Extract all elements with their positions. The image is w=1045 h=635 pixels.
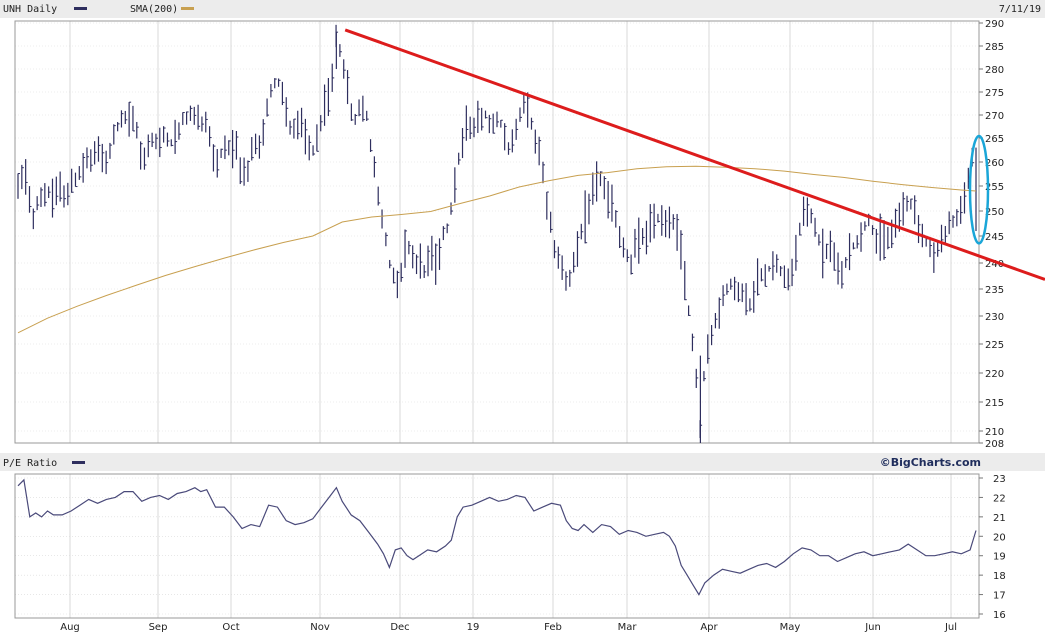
price-tick-label: 230	[985, 312, 1004, 323]
price-header-bar	[0, 0, 1045, 18]
price-tick-label: 208	[985, 439, 1004, 450]
price-tick-label: 280	[985, 65, 1004, 76]
x-axis: Aug Sep Oct Nov Dec 19 Feb Mar Apr May Jun Jul	[60, 622, 957, 633]
price-tick-label: 275	[985, 88, 1004, 99]
pe-tick-label: 18	[993, 571, 1006, 582]
pe-label: P/E Ratio	[3, 458, 57, 469]
pe-swatch	[72, 461, 85, 464]
pe-tick-label: 17	[993, 591, 1006, 602]
price-tick-label: 250	[985, 207, 1004, 218]
price-bars	[17, 24, 977, 443]
brand-label: ©BigCharts.com	[880, 456, 981, 469]
trendline	[344, 28, 1045, 281]
pe-tick-label: 23	[993, 474, 1006, 485]
pe-tick-label: 19	[993, 552, 1006, 563]
pe-tick-label: 16	[993, 610, 1006, 621]
price-panel-border	[14, 20, 980, 444]
price-tick-label: 215	[985, 398, 1004, 409]
price-grid	[15, 21, 979, 443]
ticker-label: UNH Daily	[3, 4, 57, 15]
pe-grid	[15, 474, 979, 618]
month-label: Apr	[700, 622, 718, 633]
month-label: Mar	[618, 622, 638, 633]
price-tick-label: 235	[985, 285, 1004, 296]
price-tick-label: 260	[985, 158, 1004, 169]
highlight-ellipse	[968, 134, 990, 245]
month-label: Aug	[60, 622, 80, 633]
pe-panel-border	[14, 473, 980, 619]
price-tick-label: 290	[985, 19, 1004, 30]
price-tick-label: 255	[985, 182, 1004, 193]
price-tick-label: 220	[985, 369, 1004, 380]
price-tick-label: 210	[985, 427, 1004, 438]
month-label: Jul	[944, 622, 957, 633]
price-tick-label: 225	[985, 340, 1004, 351]
sma-label: SMA(200)	[130, 4, 178, 15]
pe-tick-label: 20	[993, 532, 1006, 543]
sma-swatch	[181, 7, 194, 10]
price-tick-label: 265	[985, 134, 1004, 145]
pe-tick-label: 21	[993, 513, 1006, 524]
pe-axis: 23 22 21 20 19 18 17 16	[979, 474, 1006, 621]
month-label: Sep	[149, 622, 168, 633]
pe-ratio-line	[17, 478, 977, 596]
month-label: May	[780, 622, 801, 633]
price-tick-label: 240	[985, 259, 1004, 270]
pe-tick-label: 22	[993, 493, 1006, 504]
price-tick-label: 285	[985, 42, 1004, 53]
month-label: Nov	[310, 622, 330, 633]
month-label: Feb	[544, 622, 562, 633]
month-label: Oct	[222, 622, 239, 633]
sma-200-line	[17, 165, 977, 334]
ticker-swatch	[74, 7, 87, 10]
price-tick-label: 270	[985, 111, 1004, 122]
date-label: 7/11/19	[999, 4, 1041, 15]
month-label: Jun	[864, 622, 881, 633]
pe-header-bar	[0, 453, 1045, 471]
month-label: Dec	[390, 622, 409, 633]
month-label: 19	[467, 622, 480, 633]
price-tick-label: 245	[985, 232, 1004, 243]
price-axis: 290 285 280 275 270 265 260 255 250 245 240 235 230 2…	[979, 19, 1004, 450]
